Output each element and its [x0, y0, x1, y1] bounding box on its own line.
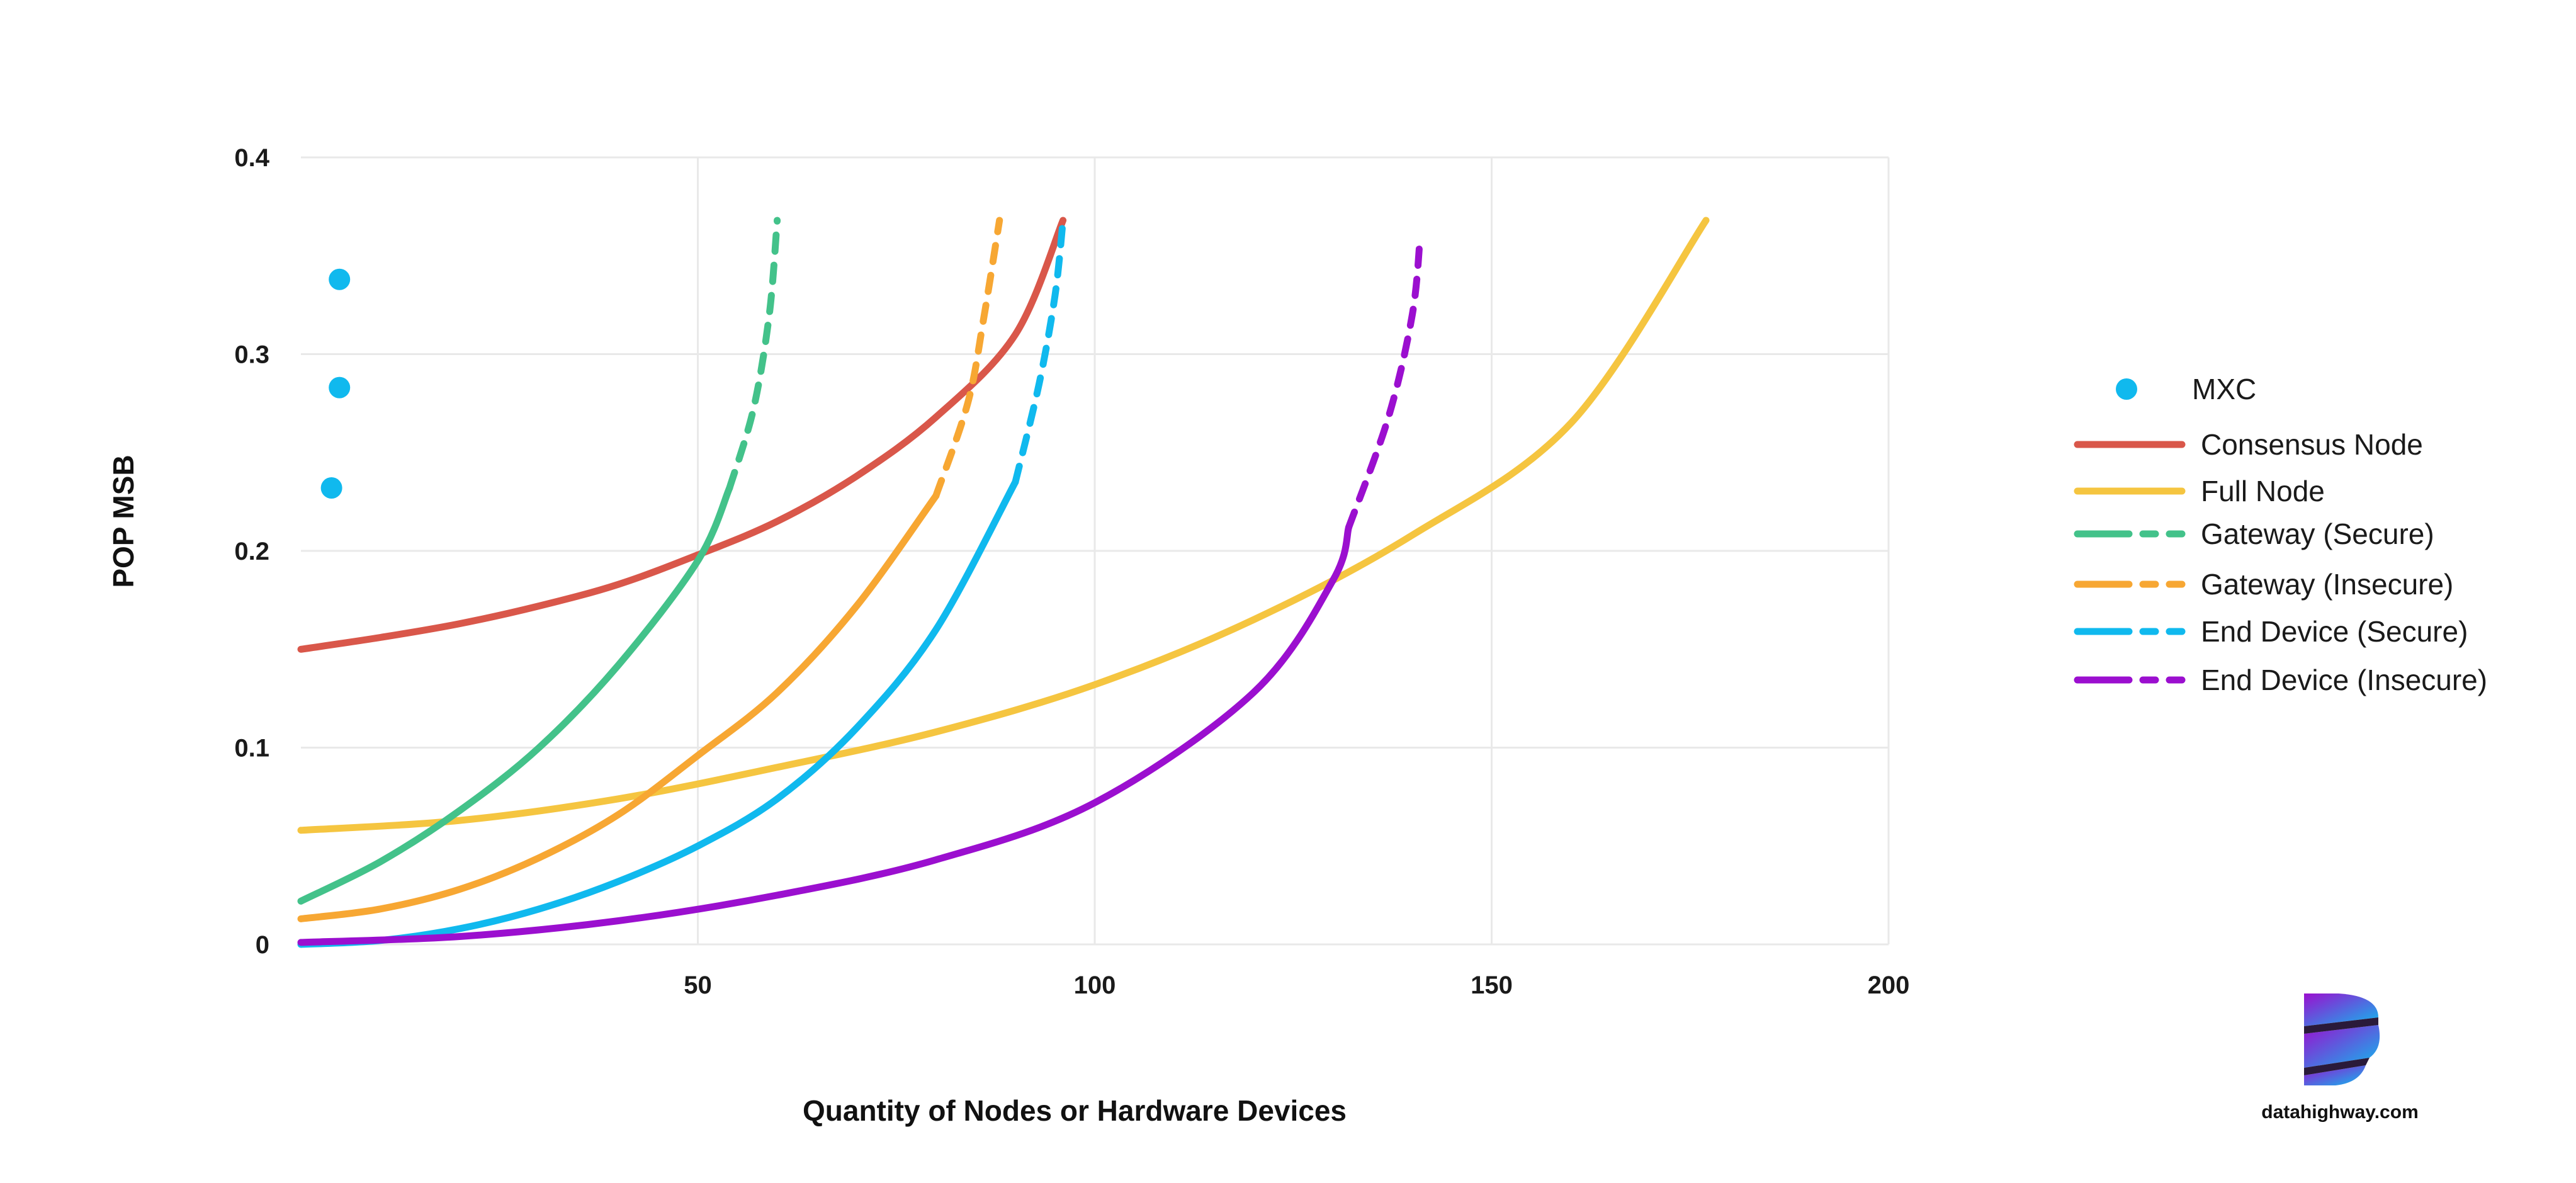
series-line-dashed-gateway-insecure: [932, 217, 1003, 499]
series-layer: [297, 217, 1710, 948]
x-tick-label: 150: [1471, 971, 1513, 999]
mxc-point: [329, 268, 351, 290]
scatter-layer: [320, 268, 351, 499]
y-tick-label: 0.4: [234, 144, 269, 172]
series-line-dashed-gateway-secure: [726, 217, 781, 492]
legend-label-consensus-node: Consensus Node: [2201, 428, 2423, 461]
datahighway-logo: [2304, 993, 2380, 1085]
legend-label-end-device-insecure: End Device (Insecure): [2201, 664, 2487, 696]
mxc-point: [329, 376, 351, 399]
legend-marker-mxc: [2116, 378, 2137, 400]
logo-band-2: [2304, 1025, 2380, 1068]
x-tick-label: 100: [1074, 971, 1116, 999]
brand-url: datahighway.com: [2261, 1102, 2419, 1123]
legend-label-mxc: MXC: [2192, 373, 2256, 405]
logo-band-3: [2304, 1065, 2366, 1085]
series-line-dashed-end-device-insecure: [1345, 232, 1424, 531]
series-line-gateway-insecure: [297, 492, 940, 922]
series-line-end-device-insecure: [297, 524, 1352, 946]
series-line-end-device-secure: [297, 478, 1019, 948]
legend-label-gateway-insecure: Gateway (Insecure): [2201, 568, 2453, 601]
x-tick-label: 200: [1868, 971, 1910, 999]
legend-label-gateway-secure: Gateway (Secure): [2201, 518, 2434, 550]
legend-label-full-node: Full Node: [2201, 475, 2325, 507]
series-line-full-node: [297, 217, 1710, 834]
legend-label-end-device-secure: End Device (Secure): [2201, 615, 2468, 648]
legend: MXC Consensus Node Full Node Gateway (Secur…: [2074, 373, 2487, 696]
tick-labels: 0 0.1 0.2 0.3 0.4 50 100 150 200: [234, 144, 1909, 999]
logo-stripe-1: [2304, 1017, 2378, 1034]
brand: datahighway.com: [2261, 993, 2419, 1123]
logo-band-1: [2304, 993, 2378, 1026]
x-tick-label: 50: [684, 971, 712, 999]
x-axis-title: Quantity of Nodes or Hardware Devices: [803, 1094, 1347, 1127]
mxc-point: [320, 477, 342, 499]
series-line-dashed-end-device-secure: [1012, 217, 1067, 486]
y-axis-title: POP MSB: [107, 455, 140, 587]
series-line-consensus-node: [297, 217, 1067, 653]
grid: [301, 156, 1890, 946]
series-line-gateway-secure: [297, 484, 733, 905]
y-tick-label: 0.3: [234, 341, 269, 369]
y-tick-label: 0: [256, 931, 269, 959]
logo-stripe-2: [2304, 1058, 2370, 1075]
y-tick-label: 0.2: [234, 538, 269, 565]
y-tick-label: 0.1: [234, 735, 269, 762]
